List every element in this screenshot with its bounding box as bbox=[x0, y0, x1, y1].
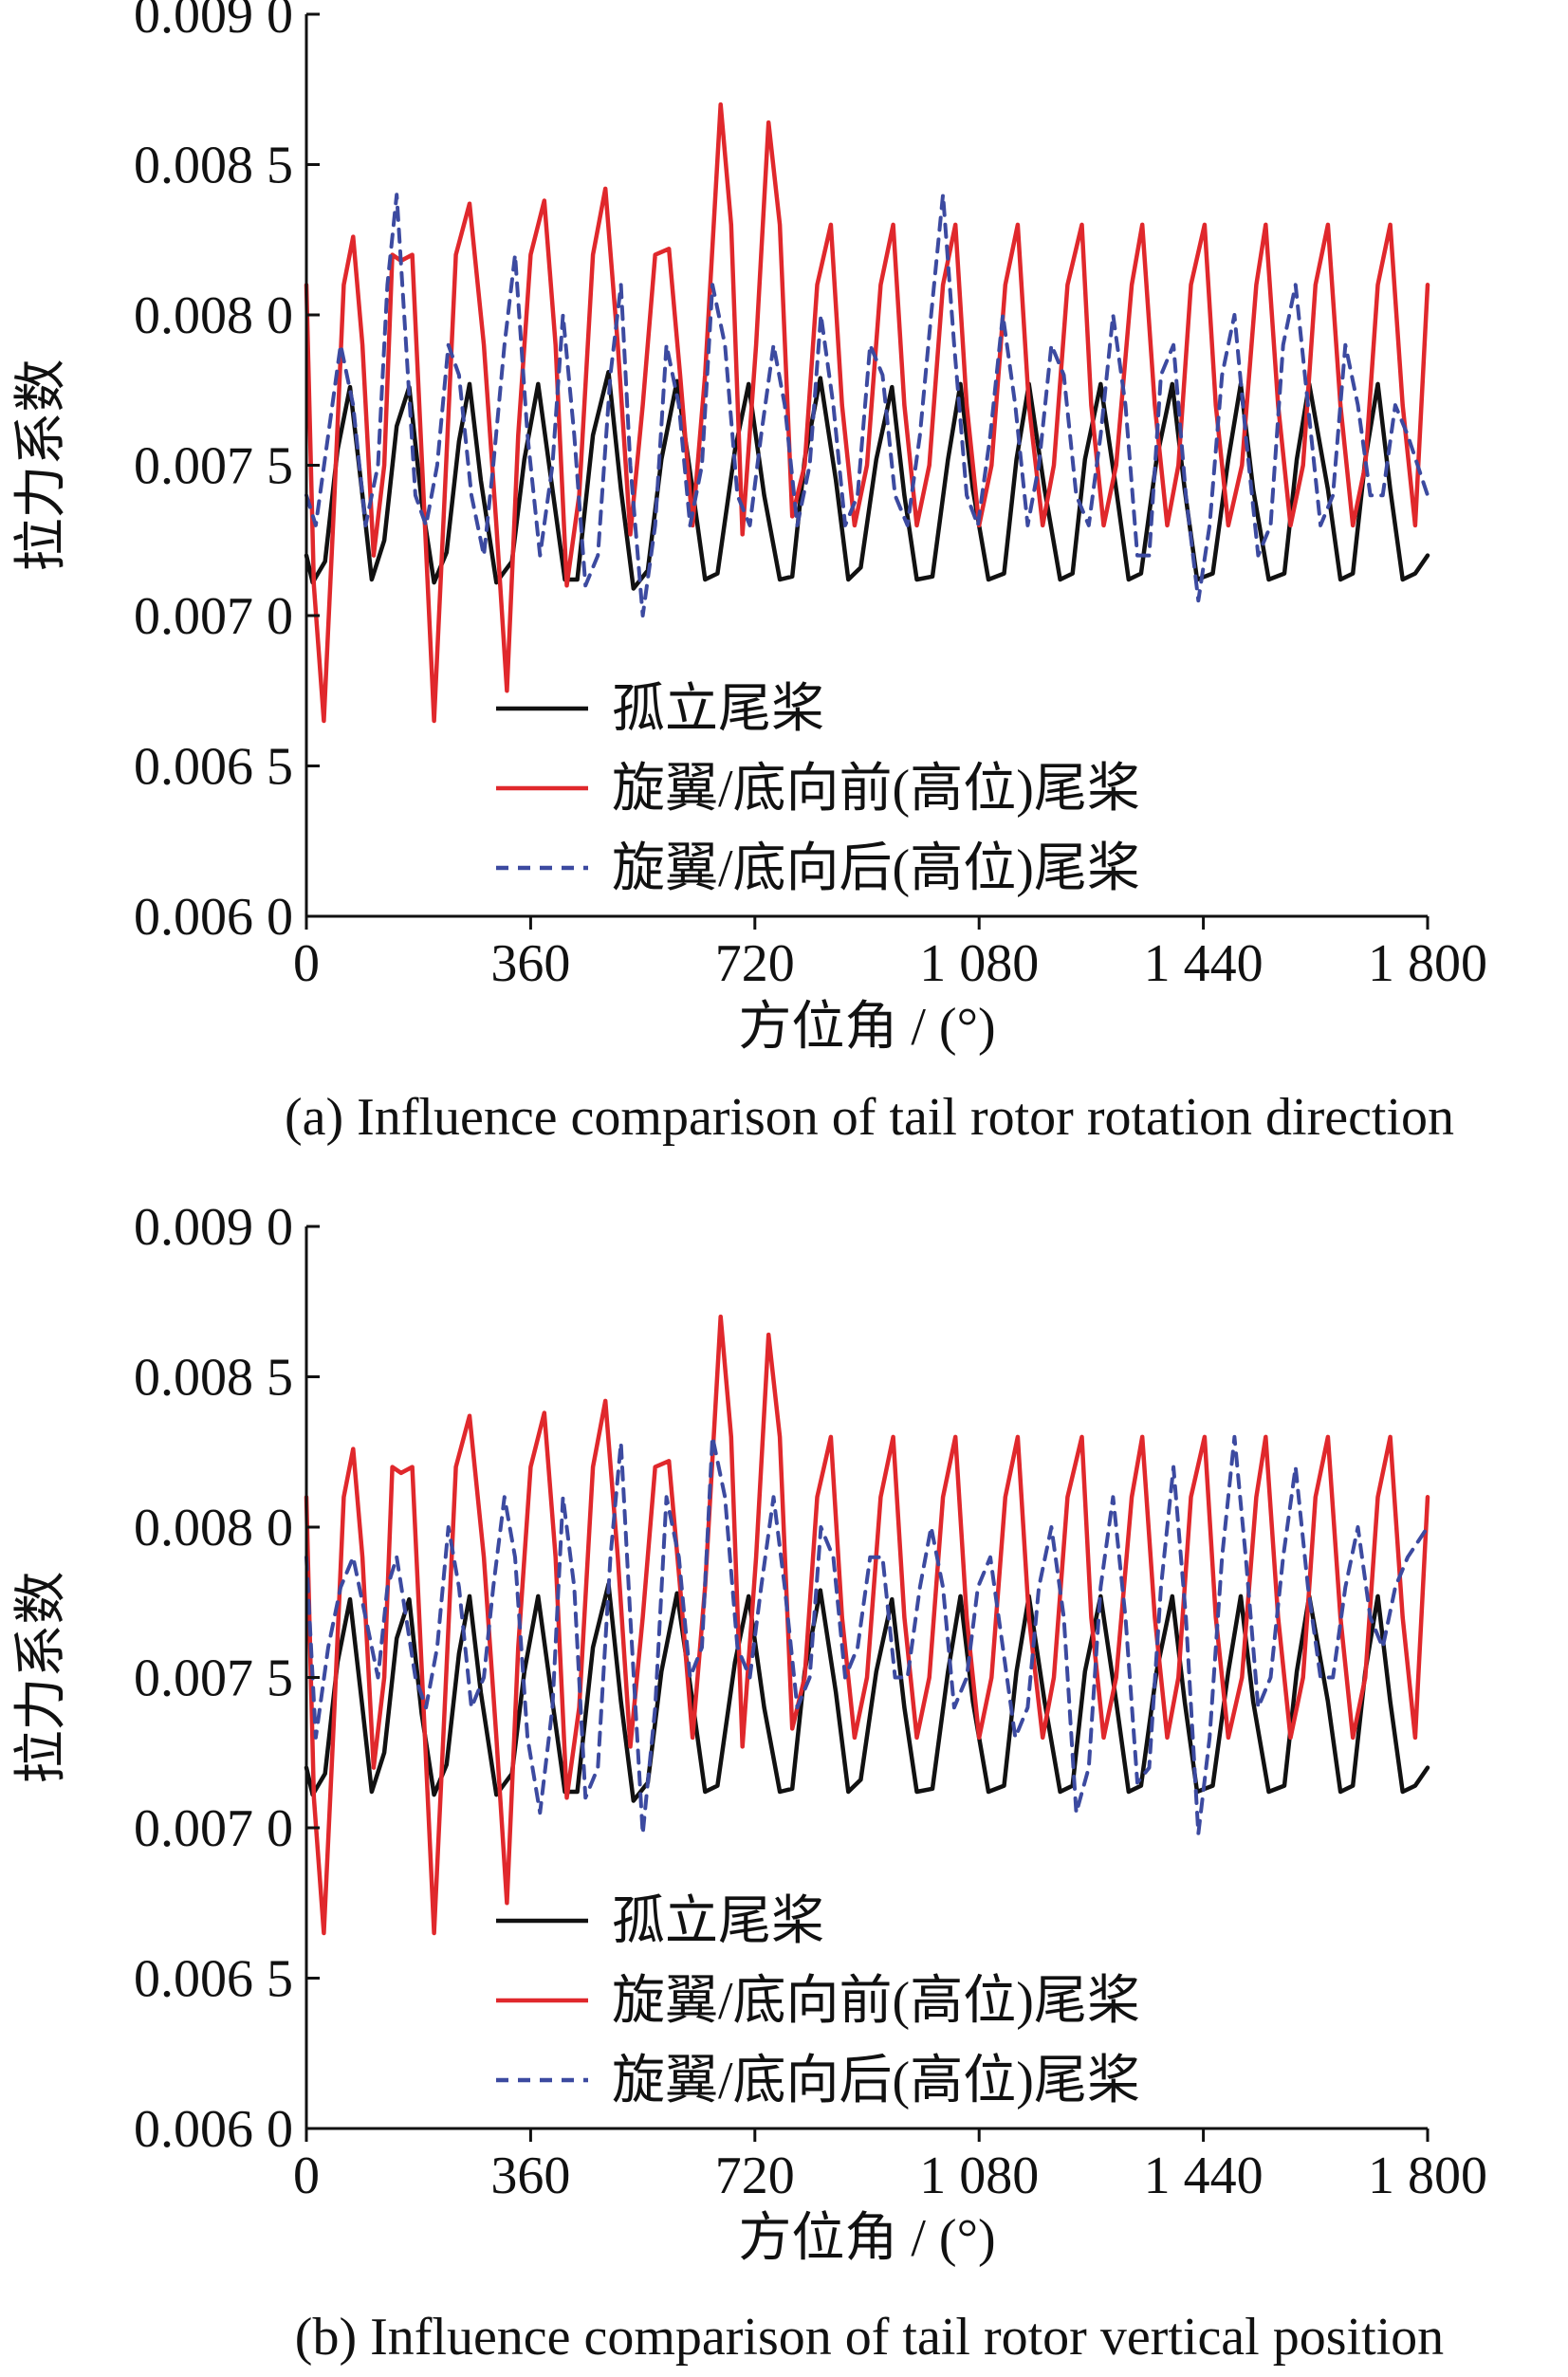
x-tick-label: 360 bbox=[490, 934, 570, 993]
x-axis-title: 方位角 / (°) bbox=[738, 998, 995, 1057]
x-tick-label: 0 bbox=[293, 934, 320, 993]
y-axis-title: 拉力系数 bbox=[12, 1572, 71, 1784]
legend-label-1: 旋翼/底向前(高位)尾桨 bbox=[612, 760, 1140, 819]
legend-label-0: 孤立尾桨 bbox=[612, 680, 824, 739]
y-tick-label: 0.008 0 bbox=[134, 286, 293, 345]
series-line-1 bbox=[304, 1314, 1430, 1936]
y-tick-label: 0.009 0 bbox=[134, 0, 293, 45]
x-tick-label: 1 440 bbox=[1144, 2147, 1264, 2205]
y-tick-label: 0.006 0 bbox=[134, 2100, 293, 2159]
x-tick-label: 1 440 bbox=[1144, 934, 1264, 993]
x-tick-label: 0 bbox=[293, 2147, 320, 2205]
legend-label-0: 孤立尾桨 bbox=[612, 1892, 824, 1951]
y-tick-label: 0.008 0 bbox=[134, 1499, 293, 1557]
x-tick-label: 1 080 bbox=[919, 2147, 1039, 2205]
y-tick-label: 0.007 5 bbox=[134, 1649, 293, 1708]
legend-label-2: 旋翼/底向后(高位)尾桨 bbox=[612, 2052, 1140, 2110]
y-tick-label: 0.006 5 bbox=[134, 738, 293, 797]
y-tick-label: 0.006 0 bbox=[134, 888, 293, 947]
figure-caption: (b) Influence comparison of tail rotor v… bbox=[295, 2308, 1444, 2367]
figure-caption: (a) Influence comparison of tail rotor r… bbox=[285, 1088, 1454, 1147]
series-line-2 bbox=[304, 1434, 1430, 1836]
x-tick-label: 1 800 bbox=[1368, 2147, 1487, 2205]
y-tick-label: 0.008 5 bbox=[134, 137, 293, 195]
y-tick-label: 0.008 5 bbox=[134, 1349, 293, 1408]
y-tick-label: 0.007 5 bbox=[134, 437, 293, 496]
x-tick-label: 720 bbox=[715, 2147, 795, 2205]
y-axis-title: 拉力系数 bbox=[12, 359, 71, 572]
series-line-2 bbox=[304, 193, 1430, 617]
x-tick-label: 1 800 bbox=[1368, 934, 1487, 993]
y-tick-label: 0.007 0 bbox=[134, 587, 293, 646]
x-tick-label: 720 bbox=[715, 934, 795, 993]
x-axis-title: 方位角 / (°) bbox=[738, 2209, 995, 2268]
x-tick-label: 1 080 bbox=[919, 934, 1039, 993]
legend-label-1: 旋翼/底向前(高位)尾桨 bbox=[612, 1972, 1140, 2031]
y-tick-label: 0.007 0 bbox=[134, 1799, 293, 1858]
y-tick-label: 0.006 5 bbox=[134, 1950, 293, 2009]
series-line-1 bbox=[304, 101, 1430, 724]
chart-panel-b: 0.006 0 0.006 5 0.007 0 0.007 5 0.008 0 0.008… bbox=[12, 1198, 1487, 2367]
x-tick-label: 360 bbox=[490, 2147, 570, 2205]
y-tick-label: 0.009 0 bbox=[134, 1198, 293, 1257]
legend-label-2: 旋翼/底向后(高位)尾桨 bbox=[612, 839, 1140, 898]
series-line-0 bbox=[304, 1581, 1430, 1803]
chart-panel-a: 0.006 0 0.006 5 0.007 0 0.007 5 0.008 0 0.008… bbox=[12, 0, 1487, 1147]
